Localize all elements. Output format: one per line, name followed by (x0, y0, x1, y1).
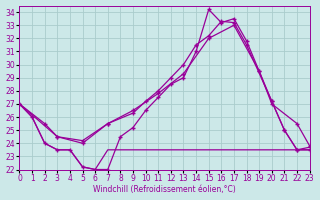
X-axis label: Windchill (Refroidissement éolien,°C): Windchill (Refroidissement éolien,°C) (93, 185, 236, 194)
